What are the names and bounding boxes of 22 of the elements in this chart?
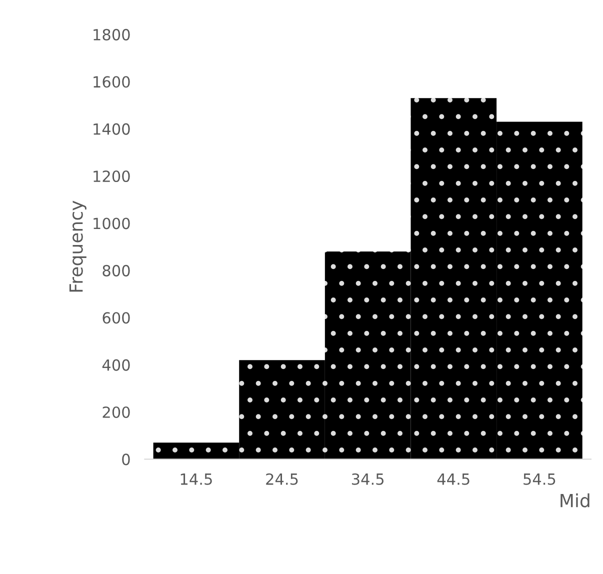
y-tick-label: 1200 xyxy=(94,170,130,182)
y-tick-label: 1600 xyxy=(94,76,130,88)
y-tick-label: 1000 xyxy=(94,218,130,230)
x-tick-label: 54.5 xyxy=(524,474,556,485)
bar xyxy=(496,122,582,460)
x-tick-label: 34.5 xyxy=(352,473,384,485)
bar xyxy=(239,360,325,460)
y-tick-label: 800 xyxy=(102,264,130,276)
bar xyxy=(410,98,497,460)
y-tick-label: 0 xyxy=(122,454,130,466)
x-tick-label: 44.5 xyxy=(437,474,470,485)
x-axis-title: Mid xyxy=(560,493,590,508)
bar xyxy=(324,252,411,460)
y-tick-label: 400 xyxy=(102,359,130,371)
y-tick-label: 600 xyxy=(102,312,130,324)
x-tick-label: 14.5 xyxy=(180,474,212,485)
bar xyxy=(153,442,240,460)
y-tick-label: 1400 xyxy=(94,123,130,135)
y-axis-title: Frequency xyxy=(69,200,86,292)
y-tick-label: 200 xyxy=(102,406,130,418)
y-tick-label: 1800 xyxy=(94,28,130,40)
x-tick-label: 24.5 xyxy=(266,473,298,485)
